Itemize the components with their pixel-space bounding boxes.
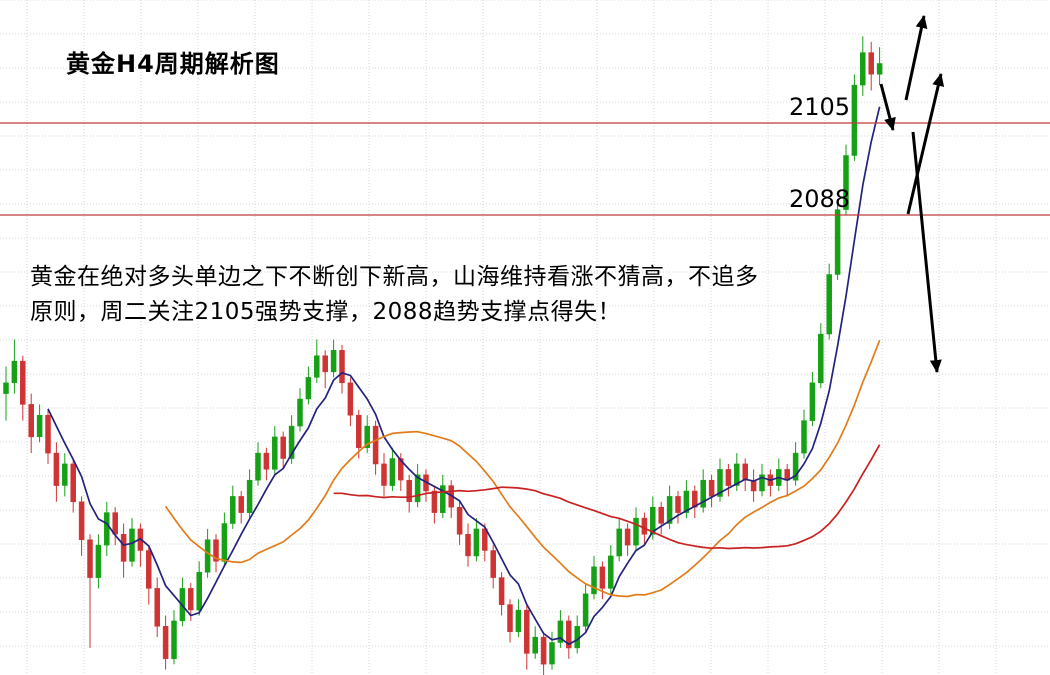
- analysis-note: 黄金在绝对多头单边之下不断创下新高，山海维持看涨不猜高，不追多 原则，周二关注2…: [30, 260, 759, 330]
- analysis-note-line-2: 原则，周二关注2105强势支撑，2088趋势支撑点得失！: [30, 299, 622, 325]
- level-label-2088: 2088: [789, 185, 851, 213]
- chart-title: 黄金H4周期解析图: [66, 50, 280, 78]
- analysis-note-line-1: 黄金在绝对多头单边之下不断创下新高，山海维持看涨不猜高，不追多: [30, 264, 759, 290]
- level-label-2105: 2105: [789, 93, 851, 121]
